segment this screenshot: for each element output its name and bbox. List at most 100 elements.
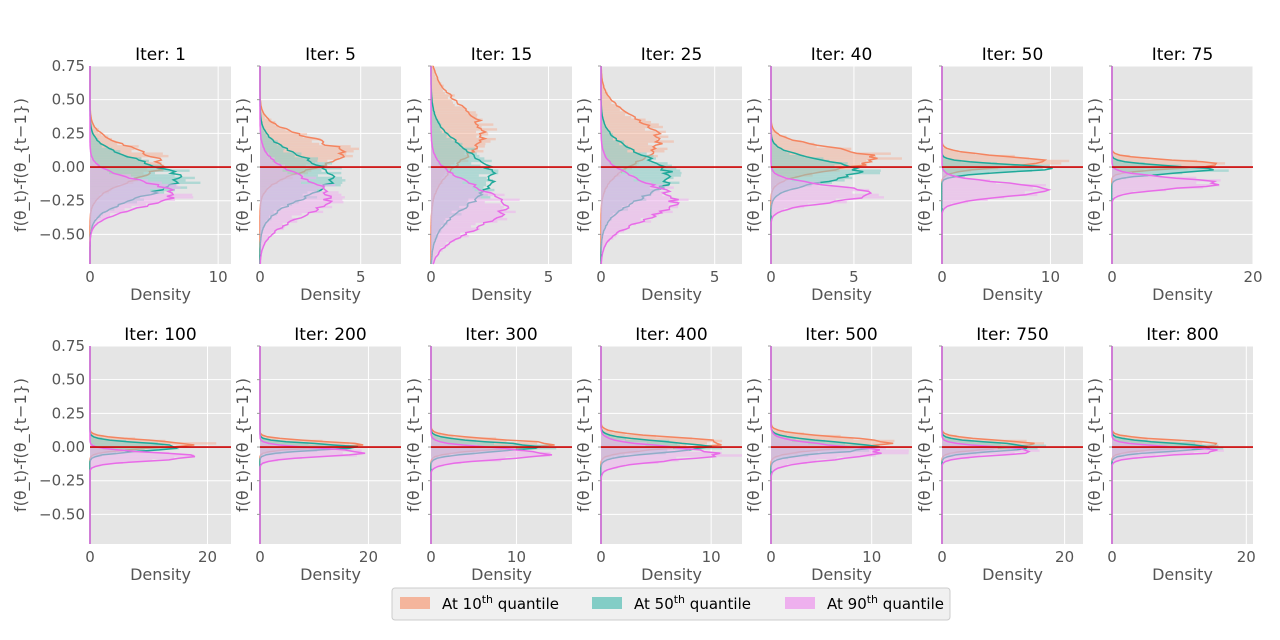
histogram-bin [260, 222, 283, 226]
histogram-bin [431, 256, 437, 260]
histogram-bin [260, 111, 263, 114]
histogram-bin [942, 434, 945, 438]
histogram-bin [771, 427, 775, 431]
panel-title: Iter: 100 [124, 325, 196, 345]
histogram-bin [942, 449, 1040, 452]
histogram-bin [260, 220, 298, 223]
histogram-bin [601, 133, 613, 136]
histogram-bin [1112, 174, 1153, 177]
histogram-bin [601, 128, 608, 131]
histogram-bin [601, 169, 625, 172]
histogram-bin [431, 234, 469, 238]
x-tick-label: 0 [85, 268, 95, 286]
histogram-bin [771, 210, 779, 214]
histogram-bin [431, 454, 550, 457]
histogram-bin [431, 123, 494, 126]
histogram-bin [90, 169, 108, 172]
histogram-bin [1112, 169, 1121, 172]
x-axis-label: Density [641, 285, 702, 304]
histogram-bin [601, 147, 631, 151]
histogram-bin [90, 145, 139, 148]
histogram-bin [601, 247, 604, 250]
series-90th-quantile [600, 66, 689, 264]
histogram-bin [431, 157, 436, 160]
histogram-bin [431, 150, 467, 153]
series-90th-quantile [600, 346, 742, 544]
histogram-bin [431, 159, 439, 163]
histogram-bin [601, 150, 604, 153]
histogram-bin [90, 456, 175, 460]
x-tick-label: 10 [209, 268, 228, 286]
histogram-bin [431, 70, 436, 73]
histogram-bin [431, 227, 481, 231]
panel-iter-15: Iter: 15 0 5 Density f(θ_t)-f(θ_{t−1}) [404, 45, 572, 304]
histogram-bin [601, 130, 666, 134]
histogram-bin [431, 188, 475, 192]
histogram-bin [90, 137, 113, 141]
histogram-bin [601, 145, 628, 148]
histogram-bin [771, 456, 837, 460]
y-axis-label: f(θ_t)-f(θ_{t−1}) [404, 378, 424, 512]
histogram-bin [771, 444, 831, 448]
series-90th-quantile [89, 66, 194, 264]
histogram-bin [260, 128, 264, 131]
histogram-bin [260, 442, 309, 445]
y-tick-label: 0.00 [52, 438, 85, 456]
histogram-bin [431, 125, 482, 129]
histogram-bin [601, 123, 604, 126]
histogram-bin [1112, 459, 1120, 462]
histogram-bin [942, 167, 1043, 170]
x-tick-label: 10 [862, 548, 881, 566]
histogram-bin [431, 181, 463, 184]
panel-title: Iter: 400 [635, 325, 707, 345]
histogram-bin [942, 181, 996, 184]
histogram-bin [431, 128, 441, 131]
y-tick-label: 0.25 [52, 404, 85, 422]
histogram-bin [942, 439, 1027, 443]
histogram-bin [260, 449, 362, 452]
histogram-bin [1112, 157, 1150, 160]
x-tick-label: 0 [1107, 268, 1117, 286]
panel-iter-1: Iter: 1 0 10 Density 0.75 0.50 0.25 0.00 −0.25 −0… [11, 45, 231, 304]
histogram-bin [431, 147, 475, 151]
histogram-bin [260, 439, 323, 443]
histogram-bin [90, 447, 103, 450]
histogram-bin [601, 210, 673, 214]
histogram-bin [771, 208, 784, 211]
histogram-bin [260, 179, 310, 182]
histogram-bin [260, 434, 266, 438]
histogram-bin [771, 147, 783, 151]
histogram-bin [431, 176, 457, 180]
histogram-bin [90, 205, 132, 209]
histogram-bin [90, 183, 178, 187]
histogram-bin [771, 171, 776, 175]
histogram-bin [90, 157, 93, 160]
histogram-bin [942, 444, 976, 448]
histogram-bin [90, 167, 166, 170]
histogram-bin [1112, 167, 1115, 170]
histogram-bin [90, 133, 93, 136]
histogram-bin [771, 432, 774, 435]
histogram-bin [601, 437, 693, 440]
histogram-bin [771, 174, 848, 177]
histogram-bin [771, 130, 777, 134]
x-axis-label: Density [982, 565, 1043, 584]
histogram-bin [90, 210, 128, 214]
histogram-bin [771, 150, 851, 153]
histogram-bin [431, 439, 440, 443]
histogram-bin [260, 159, 273, 163]
histogram-bin [260, 154, 269, 158]
histogram-bin [431, 179, 468, 182]
histogram-bin [431, 82, 442, 85]
histogram-bin [90, 434, 104, 438]
histogram-bin [431, 191, 491, 194]
histogram-bin [942, 176, 966, 180]
histogram-bin [601, 179, 634, 182]
histogram-bin [601, 181, 652, 184]
histogram-bin [90, 220, 98, 223]
y-axis-label: f(θ_t)-f(θ_{t−1}) [233, 378, 253, 512]
histogram-bin [771, 152, 790, 155]
histogram-bin [1112, 171, 1133, 175]
